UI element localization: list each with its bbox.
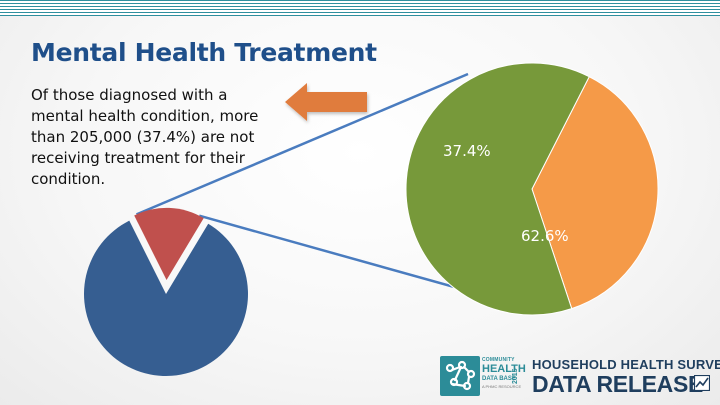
slide-title: Mental Health Treatment [31, 38, 377, 67]
small-pie-exploded-slice [134, 207, 204, 281]
big-pie-slice-green [405, 62, 590, 316]
brand-logo: COMMUNITY HEALTH DATA BASE A PHMC RESOUR… [440, 356, 720, 398]
line-chart-icon [694, 375, 710, 391]
slide-body-text: Of those diagnosed with a mental health … [31, 86, 259, 188]
logo-data-release: DATA RELEASE [532, 371, 704, 397]
top-stripe [0, 0, 720, 16]
logo-line-community: COMMUNITY [482, 357, 515, 363]
logo-line-health: HEALTH [482, 363, 526, 375]
logo-line-database: DATA BASE [482, 376, 516, 382]
connector-line-top [136, 72, 469, 216]
big-pie-data-label: 62.6% [521, 227, 569, 245]
logo-line-resource: A PHMC RESOURCE [482, 384, 522, 389]
big-pie-slice-orange [531, 76, 659, 310]
left-arrow-icon [285, 83, 367, 121]
big-pie-data-label: 37.4% [443, 142, 491, 160]
small-pie-main-slice [83, 220, 248, 376]
logo-wordmark: COMMUNITY HEALTH DATA BASE A PHMC RESOUR… [482, 357, 526, 389]
logo-survey-name: HOUSEHOLD HEALTH SURVEY [532, 357, 720, 372]
community-health-logo-icon [440, 356, 480, 396]
logo-year: 2015 [512, 368, 519, 384]
